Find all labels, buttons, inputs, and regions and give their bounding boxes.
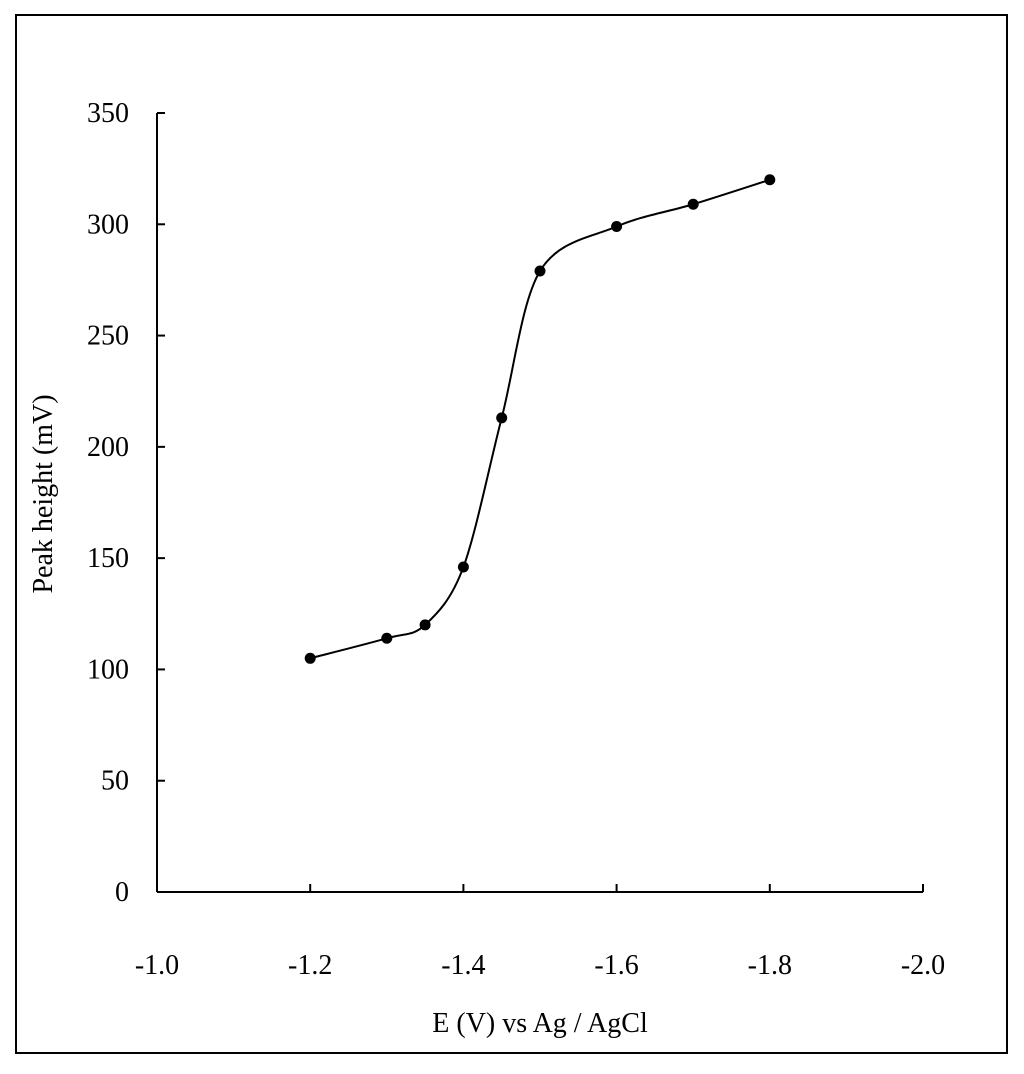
y-tick-label: 250: [87, 321, 129, 352]
y-tick-label: 350: [87, 98, 129, 129]
y-tick-label: 150: [87, 543, 129, 574]
data-point: [611, 221, 623, 233]
x-tick-label: -1.8: [748, 950, 792, 981]
data-point: [381, 632, 393, 644]
x-tick-label: -1.4: [441, 950, 485, 981]
y-tick-label: 200: [87, 432, 129, 463]
data-point: [534, 265, 546, 277]
y-axis: 0 50 100 150 200 250 300 350: [87, 98, 165, 908]
chart-frame: [15, 14, 1008, 1054]
data-point: [764, 174, 776, 186]
y-tick-label: 300: [87, 209, 129, 240]
x-tick-label: -2.0: [901, 950, 945, 981]
series-layer: [304, 174, 776, 664]
y-tick-label: 0: [115, 877, 129, 908]
data-point: [457, 561, 469, 573]
y-tick-label: 100: [87, 654, 129, 685]
y-axis-label: Peak height (mV): [28, 394, 59, 593]
x-tick-label: -1.0: [135, 950, 179, 981]
x-tick-label: -1.6: [594, 950, 638, 981]
data-point: [419, 619, 431, 631]
x-axis-label: E (V) vs Ag / AgCl: [432, 1008, 648, 1039]
x-tick-label: -1.2: [288, 950, 332, 981]
y-tick-label: 50: [101, 766, 129, 797]
data-point: [496, 412, 508, 424]
data-point: [304, 652, 316, 664]
data-point: [687, 198, 699, 210]
x-axis: -1.0 -1.2 -1.4 -1.6 -1.8 -2.0: [135, 884, 945, 981]
